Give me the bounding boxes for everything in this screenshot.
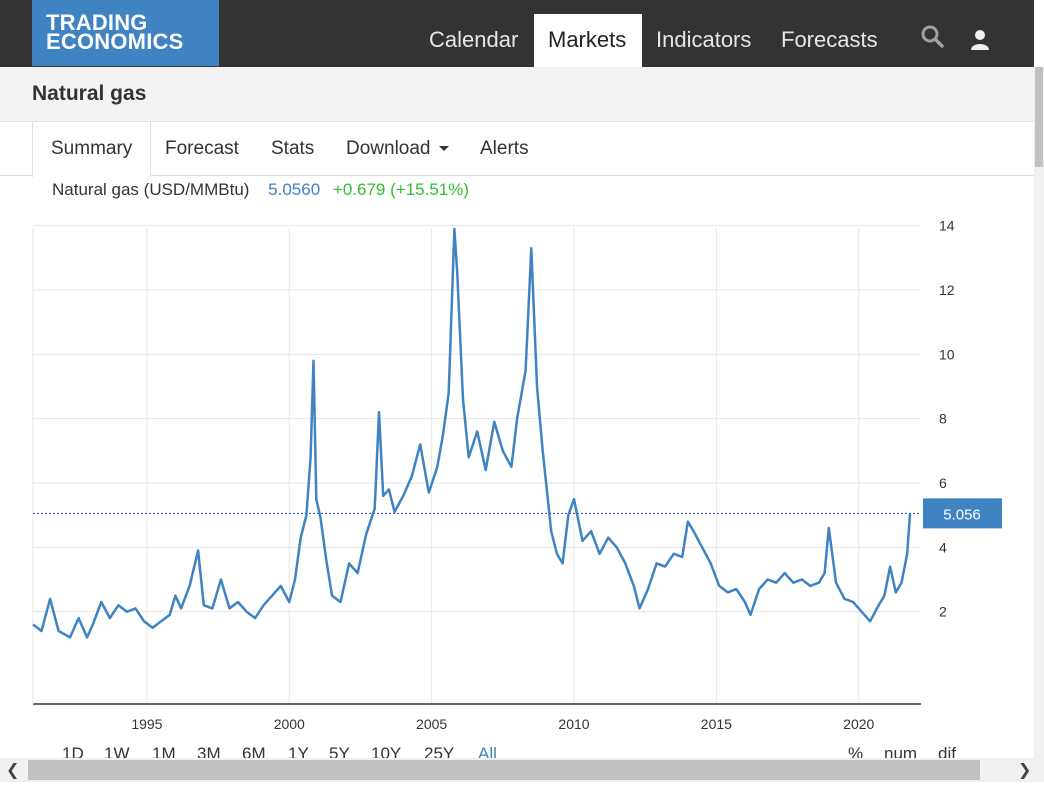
scroll-right-arrow-icon[interactable]: ❯	[1018, 762, 1032, 779]
range-10y[interactable]: 10Y	[371, 744, 402, 758]
tab-download-label: Download	[346, 138, 431, 159]
nav-indicators[interactable]: Indicators	[656, 27, 752, 52]
price-series-line	[32, 227, 912, 639]
last-value-label: 5.056	[943, 506, 981, 523]
tab-bar: Summary Forecast Stats Download Alerts	[0, 122, 1034, 177]
x-tick-label: 2010	[558, 716, 589, 732]
price-chart[interactable]: 2 4 6 8 10 12 14 1995 2000 2005 2010 2015 2020 5.056	[0, 176, 1034, 744]
y-tick-label: 10	[939, 346, 955, 362]
mode-num[interactable]: num	[884, 744, 918, 758]
tab-forecast[interactable]: Forecast	[165, 138, 239, 159]
nav-markets[interactable]: Markets	[534, 14, 642, 67]
tab-summary[interactable]: Summary	[32, 122, 152, 177]
user-icon[interactable]	[968, 28, 992, 52]
top-navbar: TRADING ECONOMICS Calendar Markets Indic…	[0, 0, 1034, 67]
x-tick-label: 2020	[843, 716, 874, 732]
horizontal-scrollbar[interactable]: ❮ ❯	[0, 758, 1044, 782]
y-tick-label: 8	[939, 411, 947, 427]
chart-legend: Natural gas (USD/MMBtu) 5.0560 +0.679 (+…	[52, 180, 469, 200]
range-1m[interactable]: 1M	[152, 744, 176, 758]
last-value-badge	[923, 498, 1002, 529]
y-tick-label: 2	[939, 604, 947, 620]
range-selector: 1D 1W 1M 3M 6M 1Y 5Y 10Y 25Y All % num d…	[0, 744, 1034, 758]
logo-line-1: TRADING	[46, 10, 148, 35]
mode-percent[interactable]: %	[848, 744, 864, 758]
mode-dif[interactable]: dif	[938, 744, 956, 758]
tab-download[interactable]: Download	[328, 122, 467, 176]
vertical-scrollbar-thumb[interactable]	[1035, 67, 1043, 167]
legend-change: +0.679 (+15.51%)	[332, 180, 470, 199]
range-25y[interactable]: 25Y	[424, 744, 455, 758]
horizontal-scrollbar-thumb[interactable]	[28, 760, 980, 780]
scroll-left-arrow-icon[interactable]: ❮	[6, 762, 20, 779]
x-tick-label: 2015	[701, 716, 732, 732]
page-title-bar: Natural gas	[0, 67, 1034, 122]
nav-calendar[interactable]: Calendar	[429, 27, 519, 52]
y-tick-label: 6	[939, 475, 947, 491]
tab-stats[interactable]: Stats	[271, 138, 315, 159]
tab-alerts[interactable]: Alerts	[480, 138, 529, 159]
x-tick-label: 2005	[416, 716, 447, 732]
legend-value: 5.0560	[268, 180, 321, 199]
x-tick-label: 1995	[131, 716, 162, 732]
y-tick-label: 14	[939, 218, 955, 234]
y-tick-label: 4	[939, 539, 947, 555]
range-1y[interactable]: 1Y	[288, 744, 309, 758]
vertical-scrollbar[interactable]	[1034, 67, 1044, 758]
legend-label: Natural gas (USD/MMBtu)	[52, 180, 250, 199]
x-tick-label: 2000	[274, 716, 305, 732]
y-tick-label: 12	[939, 282, 955, 298]
range-all[interactable]: All	[478, 744, 497, 758]
range-6m[interactable]: 6M	[242, 744, 266, 758]
nav-forecasts[interactable]: Forecasts	[781, 27, 878, 52]
trading-economics-logo[interactable]: TRADING ECONOMICS	[32, 0, 219, 66]
range-1d[interactable]: 1D	[62, 744, 84, 758]
search-icon[interactable]	[920, 24, 944, 48]
caret-down-icon	[438, 146, 449, 152]
range-3m[interactable]: 3M	[197, 744, 221, 758]
logo-line-2: ECONOMICS	[46, 29, 184, 54]
page-title: Natural gas	[32, 82, 147, 105]
range-1w[interactable]: 1W	[104, 744, 130, 758]
range-5y[interactable]: 5Y	[329, 744, 350, 758]
